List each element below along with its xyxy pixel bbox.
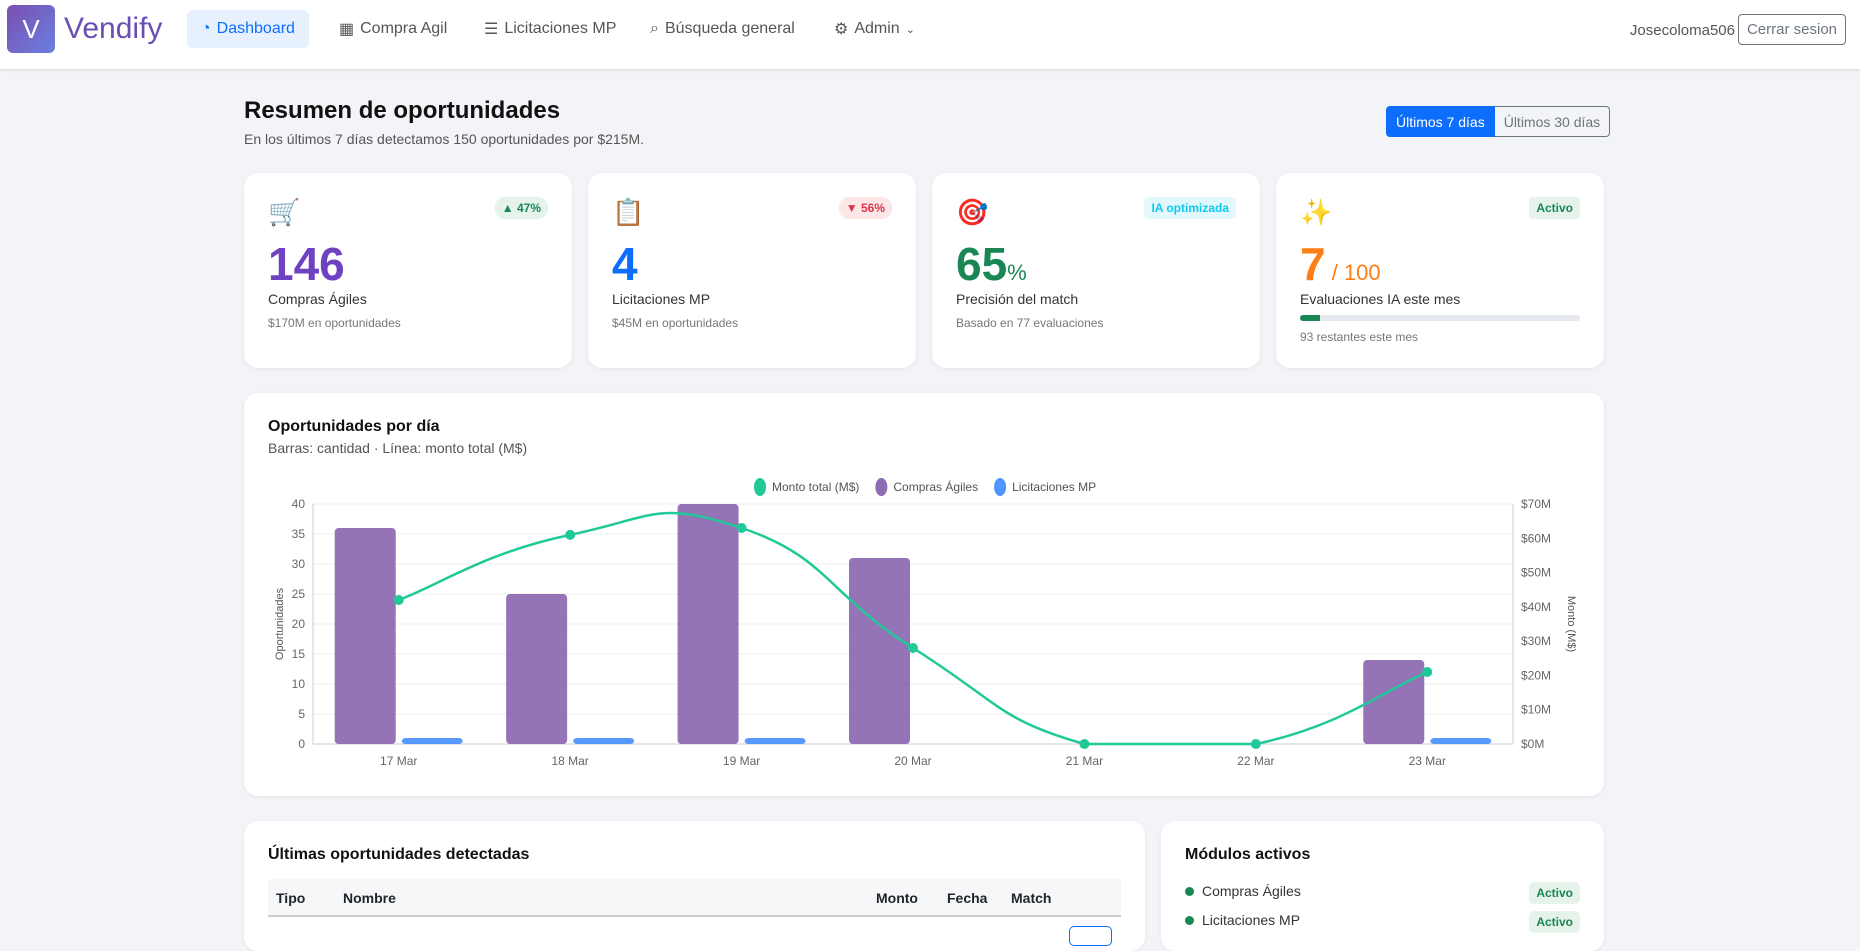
col-tipo[interactable]: Tipo [276,890,306,906]
sparkles-icon: ✨ [1300,197,1333,227]
list-icon: ☰ [484,21,499,38]
status-dot-icon [1185,886,1194,896]
chart-card: Oportunidades por día Barras: cantidad ·… [244,393,1604,796]
cart-icon: 🛒 [268,197,301,227]
kpi-value: 65% [956,237,1027,291]
range-7-days[interactable]: Últimos 7 días [1386,106,1495,137]
kpi-label: Evaluaciones IA este mes [1300,291,1461,307]
modules-title: Módulos activos [1185,846,1311,863]
kpi-value: 146 [268,238,345,290]
kpi-suffix: / 100 [1325,260,1381,285]
col-monto[interactable]: Monto [876,890,918,906]
chart-title: Oportunidades por día [268,418,440,435]
kpi-precision: 🎯 IA optimizada 65% Precisión del match … [932,173,1260,368]
progress-fill [1300,315,1320,321]
trend-badge: ▼ 56% [838,197,892,219]
kpi-licitaciones: 📋 ▼ 56% 4 Licitaciones MP $45M en oportu… [588,173,916,368]
nav-label: Compra Agil [360,20,448,37]
nav-dashboard[interactable]: ◔ Dashboard [187,10,309,48]
kpi-suffix: % [1007,260,1027,285]
logo[interactable]: V [7,5,55,53]
col-fecha[interactable]: Fecha [947,890,988,906]
col-nombre[interactable]: Nombre [343,890,396,906]
logout-button[interactable]: Cerrar sesion [1737,14,1846,45]
nav-label: Licitaciones MP [504,20,617,37]
nav-admin[interactable]: ⚙ Admin ⌄ [820,10,929,48]
kpi-number: 65 [956,238,1008,290]
status-dot-icon [1185,915,1194,925]
ia-badge: IA optimizada [1144,197,1236,219]
range-toggle: Últimos 7 días Últimos 30 días [1386,106,1611,137]
kpi-compras-agiles: 🛒 ▲ 47% 146 Compras Ágiles $170M en opor… [244,173,572,368]
nav-licitaciones[interactable]: ☰ Licitaciones MP [470,10,630,48]
username: Josecoloma506 [1629,22,1735,39]
nav-label: Búsqueda general [664,20,795,37]
nav-compra-agil[interactable]: ▦ Compra Agil [325,10,461,48]
usage-progress-bar [1300,315,1580,321]
modules-card: Módulos activos Compras Ágiles Activo Li… [1161,821,1604,951]
kpi-evaluaciones: ✨ Activo 7 / 100 Evaluaciones IA este me… [1276,173,1604,368]
gauge-icon: ◔ [201,20,211,37]
status-badge: Activo [1529,911,1580,933]
module-item: Licitaciones MP [1185,912,1300,928]
nav-label: Admin [854,20,900,37]
status-badge: Activo [1529,197,1580,219]
row-action-button[interactable] [1069,926,1112,946]
chart-subtitle: Barras: cantidad · Línea: monto total (M… [268,440,528,456]
kpi-note: Basado en 77 evaluaciones [956,316,1104,330]
target-icon: 🎯 [956,197,989,227]
status-badge: Activo [1529,882,1580,904]
clipboard-icon: 📋 [612,197,645,227]
module-name: Licitaciones MP [1202,912,1301,928]
kpi-label: Precisión del match [956,291,1079,307]
trend-badge: ▲ 47% [494,197,548,219]
kpi-label: Compras Ágiles [268,291,367,307]
gear-icon: ⚙ [834,21,849,38]
nav-label: Dashboard [216,20,295,37]
module-item: Compras Ágiles [1185,883,1301,899]
module-name: Compras Ágiles [1202,883,1301,899]
range-30-days[interactable]: Últimos 30 días [1494,106,1611,137]
col-match[interactable]: Match [1011,890,1052,906]
kpi-value: 7 / 100 [1300,237,1381,291]
nav-busqueda[interactable]: ⌕ Búsqueda general [636,10,809,48]
table-header: Tipo Nombre Monto Fecha Match [268,879,1121,917]
page-title: Resumen de oportunidades [244,97,561,124]
chevron-down-icon: ⌄ [905,23,915,36]
kpi-label: Licitaciones MP [612,291,711,307]
kpi-note: $170M en oportunidades [268,316,401,330]
grid-icon: ▦ [339,21,355,38]
kpi-number: 7 [1300,238,1326,290]
kpi-value: 4 [612,238,638,290]
latest-title: Últimas oportunidades detectadas [268,846,530,863]
kpi-note: $45M en oportunidades [612,316,739,330]
brand-name[interactable]: Vendify [64,12,163,45]
search-icon: ⌕ [650,20,659,37]
top-navbar: V Vendify ◔ Dashboard ▦ Compra Agil ☰ Licit… [0,0,1860,69]
kpi-note: 93 restantes este mes [1300,330,1419,344]
page-subtitle: En los últimos 7 días detectamos 150 opo… [244,131,645,147]
